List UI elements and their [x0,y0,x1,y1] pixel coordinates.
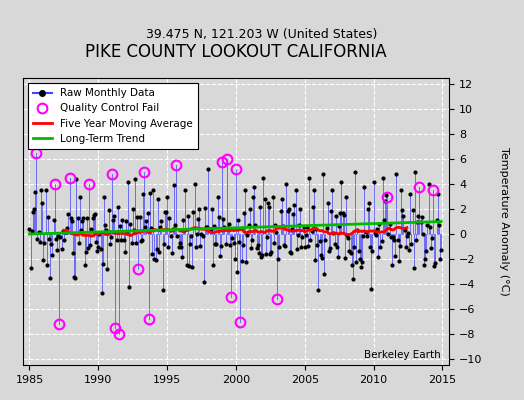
Title: PIKE COUNTY LOOKOUT CALIFORNIA: PIKE COUNTY LOOKOUT CALIFORNIA [85,43,387,61]
Y-axis label: Temperature Anomaly (°C): Temperature Anomaly (°C) [499,147,509,296]
Text: Berkeley Earth: Berkeley Earth [364,350,441,360]
Legend: Raw Monthly Data, Quality Control Fail, Five Year Moving Average, Long-Term Tren: Raw Monthly Data, Quality Control Fail, … [28,83,198,149]
Text: 39.475 N, 121.203 W (United States): 39.475 N, 121.203 W (United States) [146,28,378,41]
